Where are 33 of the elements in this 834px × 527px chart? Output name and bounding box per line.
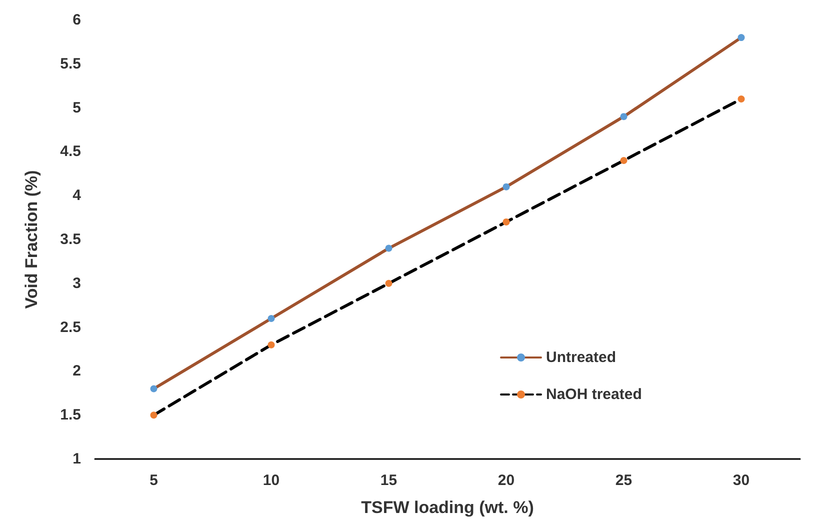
- x-axis-title: TSFW loading (wt. %): [361, 498, 534, 517]
- point: [150, 412, 158, 419]
- x-tick-label: 5: [150, 472, 158, 489]
- point: [620, 156, 628, 164]
- y-tick-label: 6: [72, 12, 81, 28]
- y-tick-label: 2: [72, 362, 81, 380]
- x-tick-label: 30: [732, 472, 750, 489]
- point: [620, 113, 628, 120]
- legend-label: NaOH treated: [546, 386, 642, 403]
- point: [502, 183, 510, 190]
- point: [738, 34, 745, 42]
- legend-label: Untreated: [546, 349, 616, 366]
- point: [502, 218, 510, 226]
- y-tick-label: 3: [72, 274, 81, 292]
- x-tick-label: 10: [262, 472, 280, 489]
- y-tick-label: 3.5: [60, 231, 81, 248]
- y-tick-label: 4.5: [60, 143, 81, 160]
- point: [150, 385, 158, 392]
- point: [385, 244, 392, 252]
- y-tick-label: 1: [72, 450, 81, 468]
- point: [268, 341, 275, 348]
- y-tick-label: 5.5: [60, 55, 81, 72]
- x-tick-label: 25: [615, 472, 632, 489]
- x-tick-label: 20: [498, 472, 515, 489]
- y-tick-label: 5: [72, 99, 81, 116]
- point: [268, 315, 275, 322]
- point: [738, 96, 745, 103]
- point: [385, 280, 392, 287]
- x-tick-label: 15: [380, 472, 398, 489]
- y-tick-label: 1.5: [60, 406, 81, 424]
- y-axis-title: Void Fraction (%): [22, 170, 41, 309]
- y-tick-label: 4: [72, 187, 82, 204]
- y-tick-label: 2.5: [60, 318, 81, 336]
